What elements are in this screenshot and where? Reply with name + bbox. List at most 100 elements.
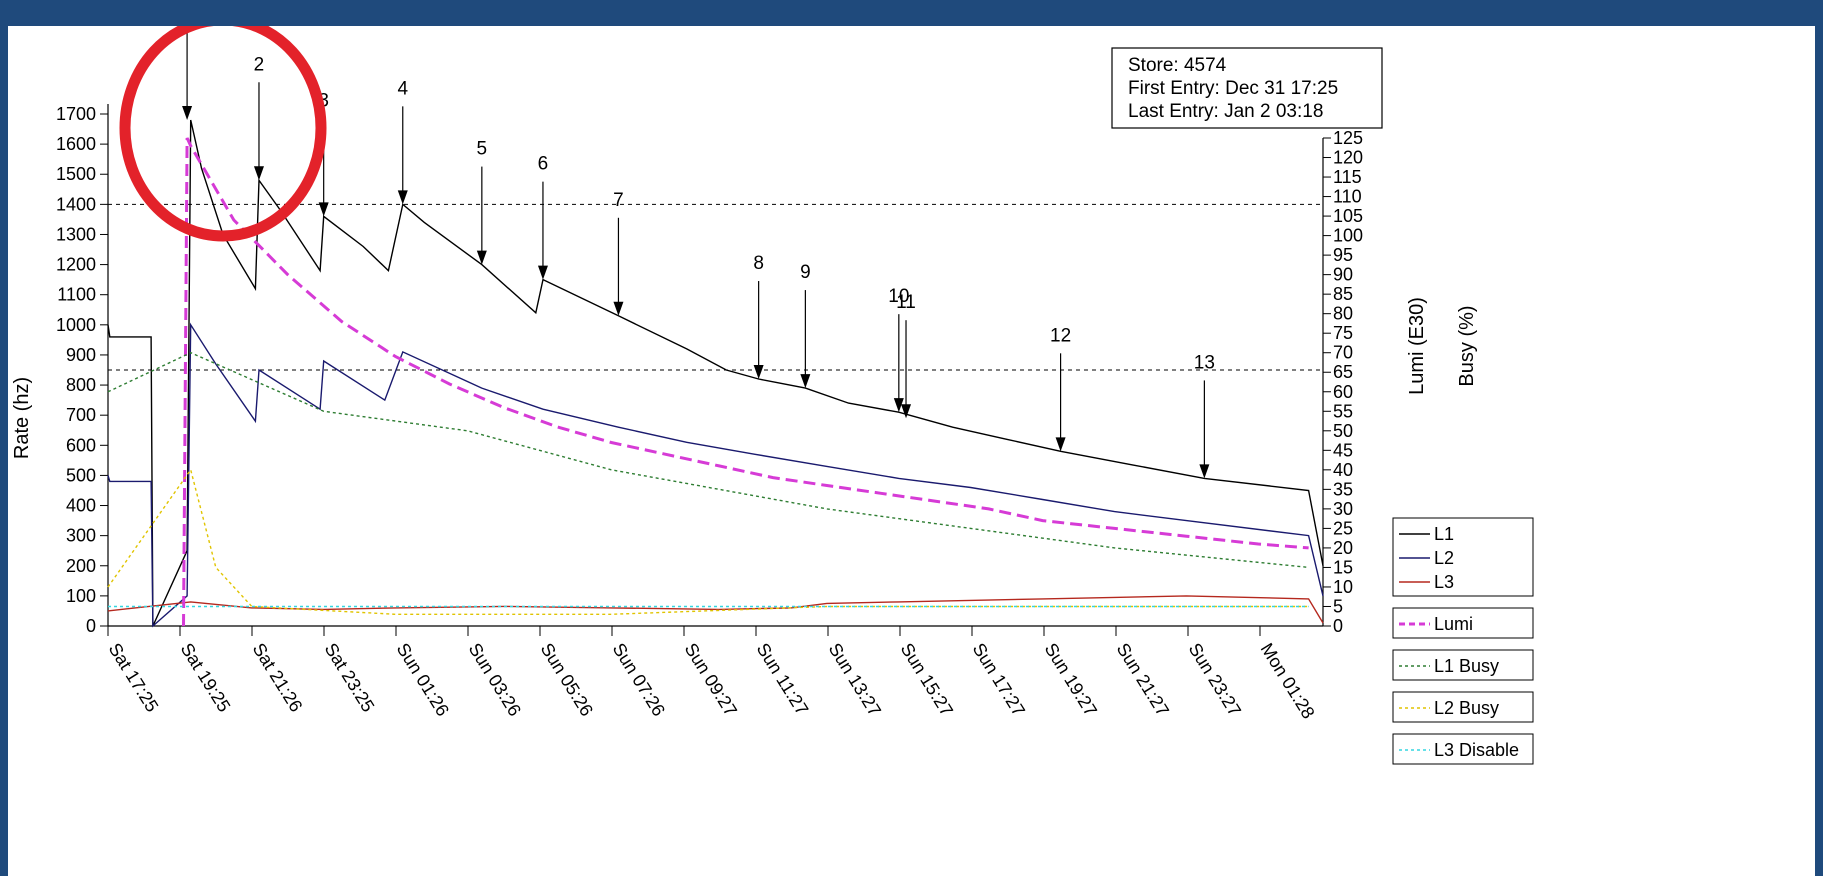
series-l1 xyxy=(107,119,1324,627)
y-tick-label: 1100 xyxy=(57,285,96,305)
series-lumi xyxy=(182,137,1309,627)
y2-tick-label: 90 xyxy=(1333,265,1353,285)
y-tick-label: 300 xyxy=(66,526,96,546)
legend-label: L2 Busy xyxy=(1434,698,1499,718)
annotation-label: 4 xyxy=(397,78,408,99)
x-tick-label: Sun 19:27 xyxy=(1041,640,1101,720)
annotation-label: 13 xyxy=(1194,352,1215,373)
y-tick-label: 1400 xyxy=(56,194,96,214)
x-tick-label: Sun 13:27 xyxy=(825,640,885,720)
y2-tick-label: 95 xyxy=(1333,245,1353,265)
y2-tick-label: 25 xyxy=(1333,518,1353,538)
y2-tick-label: 65 xyxy=(1333,362,1353,382)
annotation-label: 6 xyxy=(538,154,549,175)
x-tick-label: Sat 23:25 xyxy=(321,640,379,716)
legend-box xyxy=(1392,517,1534,597)
x-tick-label: Sun 15:27 xyxy=(897,640,957,720)
y2-tick-label: 55 xyxy=(1333,401,1353,421)
y2-tick-label: 70 xyxy=(1333,343,1353,363)
y2-tick-label: 35 xyxy=(1333,479,1353,499)
annotation-arrowhead xyxy=(397,190,408,205)
annotation-label: 10 xyxy=(888,286,909,307)
y2-axis-label-lumi: Lumi (E30) xyxy=(1406,297,1428,395)
legend-box xyxy=(1392,691,1534,723)
annotation-label: 12 xyxy=(1050,325,1071,346)
y2-tick-label: 75 xyxy=(1333,323,1353,343)
y-axis-label: Rate (hz) xyxy=(11,377,33,459)
y2-tick-label: 120 xyxy=(1333,148,1363,168)
y2-tick-label: 30 xyxy=(1333,499,1353,519)
annotation-label: 3 xyxy=(318,90,329,111)
annotation-arrowhead xyxy=(613,301,624,316)
x-tick-label: Sat 21:26 xyxy=(249,640,307,716)
annotation-arrowhead xyxy=(476,250,487,265)
annotation-arrowhead xyxy=(800,374,811,389)
legend-label: L1 xyxy=(1434,524,1454,544)
y-tick-label: 1700 xyxy=(56,104,96,124)
y2-tick-label: 105 xyxy=(1333,206,1363,226)
y2-tick-label: 115 xyxy=(1333,167,1362,187)
x-tick-label: Sun 23:27 xyxy=(1185,640,1245,720)
annotation-label: 2 xyxy=(254,54,265,75)
y2-tick-label: 100 xyxy=(1333,226,1363,246)
y2-tick-label: 50 xyxy=(1333,421,1353,441)
x-tick-label: Sun 21:27 xyxy=(1113,640,1173,720)
y2-tick-label: 40 xyxy=(1333,460,1353,480)
legend-label: Lumi xyxy=(1434,614,1473,634)
y2-tick-label: 110 xyxy=(1333,187,1362,207)
y-tick-label: 700 xyxy=(66,405,96,425)
y2-tick-label: 10 xyxy=(1333,577,1353,597)
annotation-arrowhead xyxy=(1199,464,1210,479)
annotations-group: 12345678910111213 xyxy=(182,26,1215,479)
x-tick-label: Sun 07:26 xyxy=(609,640,669,720)
x-tick-label: Sun 03:26 xyxy=(465,640,525,720)
y2-axis-label-busy: Busy (%) xyxy=(1456,305,1478,386)
x-tick-label: Mon 01:28 xyxy=(1257,640,1319,723)
y-tick-label: 600 xyxy=(66,435,96,455)
y-tick-label: 800 xyxy=(66,375,96,395)
chart-frame: 0 100 200 300 400 500 600 700 800 900 1000 1100 1200… xyxy=(8,26,1815,876)
legend-box xyxy=(1392,607,1534,639)
annotation-arrowhead xyxy=(318,202,329,217)
y-tick-label: 1200 xyxy=(56,255,96,275)
y-tick-label: 200 xyxy=(66,556,96,576)
annotation-arrowhead xyxy=(537,265,548,280)
annotation-arrowhead xyxy=(182,106,193,121)
y2-tick-label: 85 xyxy=(1333,284,1353,304)
series-group xyxy=(107,119,1324,628)
series-l3 xyxy=(107,595,1324,624)
highlight-circle xyxy=(119,26,327,242)
info-box: Store: 4574 First Entry: Dec 31 17:25 La… xyxy=(1111,47,1383,129)
x-tick-label: Sun 11:27 xyxy=(753,640,813,719)
info-last-entry: Last Entry: Jan 2 03:18 xyxy=(1128,101,1323,122)
annotation-label: 5 xyxy=(477,139,488,160)
x-tick-label: Sun 17:27 xyxy=(969,640,1029,720)
x-tick-label: Sun 05:26 xyxy=(537,640,597,720)
y2-tick-label: 60 xyxy=(1333,382,1353,402)
annotation-arrowhead xyxy=(253,166,264,181)
series-l1-busy xyxy=(107,351,1309,569)
legend-label: L2 xyxy=(1434,548,1454,568)
series-l2 xyxy=(107,322,1324,628)
y-tick-label: 900 xyxy=(66,345,96,365)
y2-tick-label: 5 xyxy=(1333,596,1343,616)
annotation-arrowhead xyxy=(893,398,904,413)
y2-tick-label: 15 xyxy=(1333,557,1353,577)
grid-lines xyxy=(108,203,1323,371)
axes: 0100200300400500600700800900100011001200… xyxy=(56,104,1363,722)
legend: L1 L2 L3 Lumi L1 Busy L2 Busy L3 Disable xyxy=(1392,517,1534,765)
annotation-arrowhead xyxy=(901,404,912,419)
legend-label: L3 xyxy=(1434,572,1454,592)
series-l2-busy xyxy=(107,468,1309,615)
x-tick-label: Sun 01:26 xyxy=(393,640,453,720)
y-tick-label: 1500 xyxy=(56,164,96,184)
legend-box xyxy=(1392,649,1534,681)
legend-label: L1 Busy xyxy=(1434,656,1499,676)
info-store: Store: 4574 xyxy=(1128,55,1227,76)
annotation-label: 9 xyxy=(800,262,811,283)
y2-tick-label: 125 xyxy=(1333,128,1363,148)
y2-tick-label: 0 xyxy=(1333,616,1343,636)
y2-tick-label: 45 xyxy=(1333,440,1353,460)
x-tick-label: Sat 17:25 xyxy=(105,640,163,716)
y-tick-label: 1600 xyxy=(56,134,96,154)
